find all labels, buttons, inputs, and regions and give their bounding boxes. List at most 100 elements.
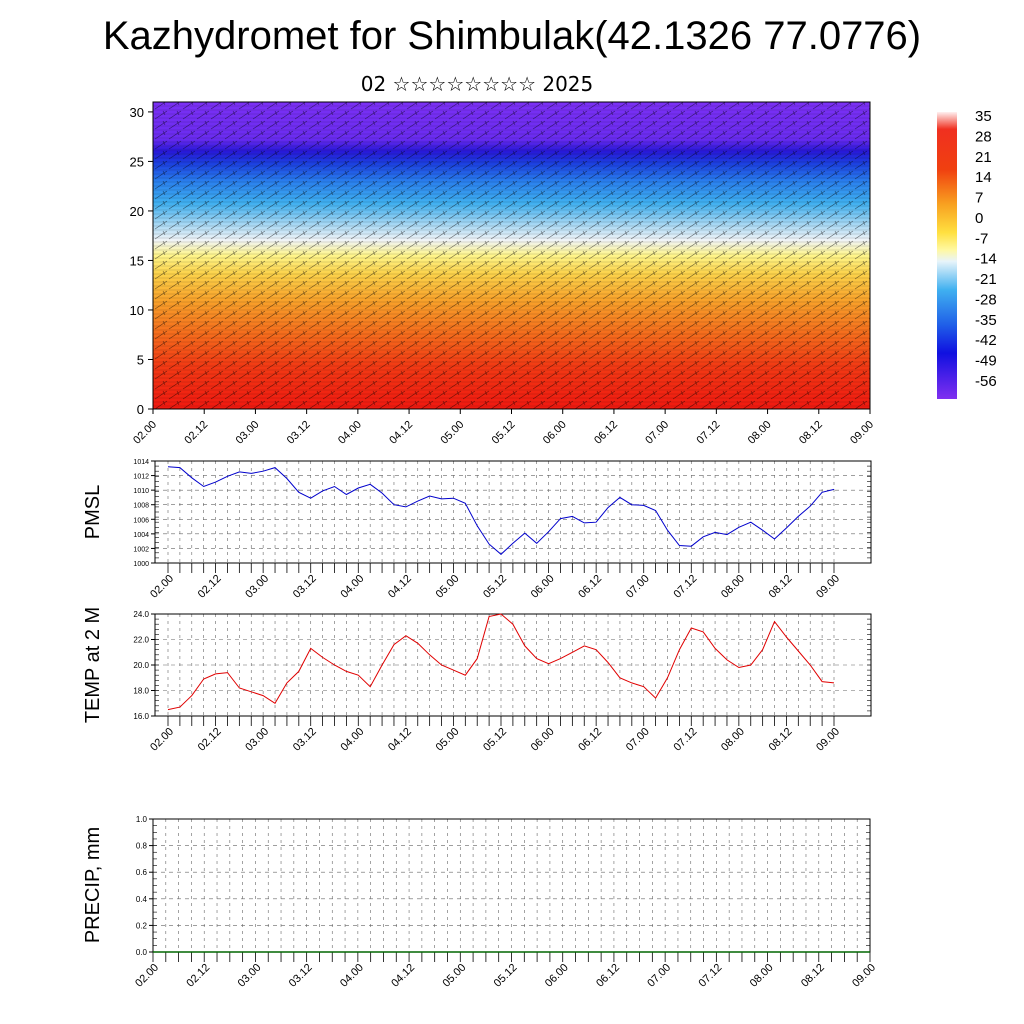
heatmap-x-tick-label: 07.12 bbox=[695, 419, 723, 447]
precip-y-tick-label: 0.2 bbox=[136, 921, 148, 930]
chart-subtitle: 02 ☆☆☆☆☆☆☆☆ 2025 bbox=[360, 72, 594, 96]
pmsl-x-tick-label: 05.12 bbox=[481, 573, 509, 601]
pmsl-frame bbox=[154, 460, 872, 564]
temp-x-tick-label: 08.00 bbox=[719, 726, 747, 754]
heatmap-x-tick-label: 05.00 bbox=[438, 419, 466, 447]
temp-x-tick-label: 04.00 bbox=[338, 726, 366, 754]
temp-y-tick-label: 16.0 bbox=[133, 712, 149, 721]
colorbar-label: -35 bbox=[975, 312, 997, 329]
colorbar-label: -49 bbox=[975, 353, 997, 370]
colorbar-label: -28 bbox=[975, 291, 997, 308]
pmsl-x-tick-label: 04.12 bbox=[386, 573, 414, 601]
heatmap-x-tick-label: 02.00 bbox=[131, 419, 159, 447]
heatmap-x-tick-label: 02.12 bbox=[182, 419, 210, 447]
precip-x-axis: 02.00 02.12 03.00 03.12 04.00 04.12 05.00 05.12… bbox=[133, 962, 878, 990]
colorbar-label: -14 bbox=[975, 251, 997, 268]
heatmap-x-tick-label: 06.12 bbox=[592, 419, 620, 447]
precip-y-tick-label: 1.0 bbox=[136, 815, 148, 824]
pmsl-y-tick-label: 1012 bbox=[133, 474, 149, 481]
temp-x-tick-label: 03.12 bbox=[291, 726, 319, 754]
heatmap-y-tick-label: 10 bbox=[130, 303, 144, 318]
precip-grid bbox=[152, 818, 871, 962]
precip-panel: 0.00.20.40.60.81.0 02.00 02.12 03.00 03.12 0… bbox=[82, 815, 878, 990]
precip-y-tick-label: 0.4 bbox=[136, 895, 148, 904]
precip-x-tick-label: 05.00 bbox=[440, 962, 468, 990]
colorbar: 35 28 21 14 7 0 -7 -14 -21 -28 -35 -42 -49 -56 bbox=[937, 108, 997, 399]
heatmap-x-tick-label: 03.00 bbox=[234, 419, 262, 447]
precip-y-axis: 0.0 0.2 0.4 0.6 0.8 1.0 bbox=[136, 815, 153, 957]
heatmap-x-tick-label: 08.12 bbox=[797, 419, 825, 447]
precip-x-tick-label: 05.12 bbox=[492, 962, 520, 990]
pmsl-series-line bbox=[167, 466, 835, 555]
precip-x-tick-label: 06.12 bbox=[594, 962, 622, 990]
pmsl-x-tick-label: 03.12 bbox=[291, 573, 319, 601]
temp-x-tick-label: 02.00 bbox=[148, 726, 176, 754]
colorbar-label: 28 bbox=[975, 128, 992, 145]
colorbar-label: -42 bbox=[975, 332, 997, 349]
pmsl-x-tick-label: 08.00 bbox=[719, 573, 747, 601]
temp-x-axis: 02.00 02.12 03.00 03.12 04.00 04.12 05.00 05.12… bbox=[148, 726, 842, 754]
pmsl-y-axis: 1000 1002 1004 1006 1008 1010 1012 1014 bbox=[133, 459, 155, 568]
temp-ylabel: TEMP at 2 M bbox=[82, 607, 104, 723]
heatmap-x-tick-label: 04.00 bbox=[336, 419, 364, 447]
temp-y-tick-label: 20.0 bbox=[133, 661, 149, 670]
precip-x-tick-label: 02.12 bbox=[184, 962, 212, 990]
temp-panel: 16.0 18.0 20.0 22.0 24.0 02.00 02.12 03.00 03.1… bbox=[82, 607, 872, 754]
temp-grid bbox=[155, 613, 871, 726]
colorbar-label: 14 bbox=[975, 169, 992, 186]
colorbar-label: 21 bbox=[975, 149, 992, 166]
heatmap-y-tick-label: 25 bbox=[130, 154, 144, 169]
temp-x-tick-label: 05.00 bbox=[434, 726, 462, 754]
heatmap-x-tick-label: 06.00 bbox=[541, 419, 569, 447]
heatmap-x-tick-label: 04.12 bbox=[387, 419, 415, 447]
pmsl-x-tick-label: 06.12 bbox=[576, 573, 604, 601]
colorbar-label: -21 bbox=[975, 271, 997, 288]
pmsl-ylabel: PMSL bbox=[82, 485, 104, 539]
precip-x-tick-label: 04.12 bbox=[389, 962, 417, 990]
pmsl-x-tick-label: 03.00 bbox=[243, 573, 271, 601]
precip-y-tick-label: 0.0 bbox=[136, 948, 148, 957]
precip-y-tick-label: 0.8 bbox=[136, 842, 148, 851]
heatmap-x-tick-label: 07.00 bbox=[643, 419, 671, 447]
colorbar-labels: 35 28 21 14 7 0 -7 -14 -21 -28 -35 -42 -49 -56 bbox=[975, 108, 997, 390]
pmsl-y-tick-label: 1010 bbox=[133, 488, 149, 495]
temp-y-tick-label: 22.0 bbox=[133, 636, 149, 645]
heatmap-y-tick-label: 30 bbox=[130, 105, 144, 120]
precip-x-tick-label: 03.00 bbox=[236, 962, 264, 990]
precip-x-tick-label: 08.12 bbox=[799, 962, 827, 990]
pmsl-y-tick-label: 1014 bbox=[133, 459, 149, 466]
precip-ylabel: PRECIP, mm bbox=[82, 827, 104, 943]
temp-x-tick-label: 05.12 bbox=[481, 726, 509, 754]
temp-x-tick-label: 03.00 bbox=[243, 726, 271, 754]
temp-y-axis: 16.0 18.0 20.0 22.0 24.0 bbox=[133, 610, 155, 721]
heatmap-panel: 0 5 10 15 20 25 30 02.00 02.12 03.00 03.12 04.00 04… bbox=[130, 101, 876, 447]
temp-x-tick-label: 06.12 bbox=[576, 726, 604, 754]
precip-x-tick-label: 07.00 bbox=[645, 962, 673, 990]
heatmap-x-tick-label: 03.12 bbox=[285, 419, 313, 447]
precip-x-tick-label: 06.00 bbox=[543, 962, 571, 990]
precip-x-tick-label: 08.00 bbox=[748, 962, 776, 990]
pmsl-x-tick-label: 09.00 bbox=[814, 573, 842, 601]
pmsl-x-tick-label: 04.00 bbox=[338, 573, 366, 601]
colorbar-label: 7 bbox=[975, 190, 983, 207]
precip-x-tick-label: 04.00 bbox=[338, 962, 366, 990]
pmsl-x-tick-label: 07.00 bbox=[624, 573, 652, 601]
pmsl-x-tick-label: 02.12 bbox=[196, 573, 224, 601]
pmsl-x-axis: 02.00 02.12 03.00 03.12 04.00 04.12 05.00 05.12… bbox=[148, 573, 842, 601]
temp-x-tick-label: 06.00 bbox=[529, 726, 557, 754]
colorbar-fill bbox=[937, 112, 957, 399]
heatmap-x-axis: 02.00 02.12 03.00 03.12 04.00 04.12 05.00 05.12… bbox=[131, 409, 876, 447]
pmsl-x-tick-label: 06.00 bbox=[529, 573, 557, 601]
temp-y-tick-label: 24.0 bbox=[133, 610, 149, 619]
heatmap-wind-barbs bbox=[153, 102, 870, 409]
pmsl-x-tick-label: 07.12 bbox=[671, 573, 699, 601]
chart-title: Kazhydromet for Shimbulak(42.1326 77.077… bbox=[102, 14, 922, 58]
temp-x-tick-label: 07.00 bbox=[624, 726, 652, 754]
temp-y-tick-label: 18.0 bbox=[133, 687, 149, 696]
pmsl-y-tick-label: 1000 bbox=[133, 561, 149, 568]
precip-x-tick-label: 02.00 bbox=[133, 962, 161, 990]
temp-series-line bbox=[167, 613, 835, 711]
colorbar-label: 35 bbox=[975, 108, 992, 125]
